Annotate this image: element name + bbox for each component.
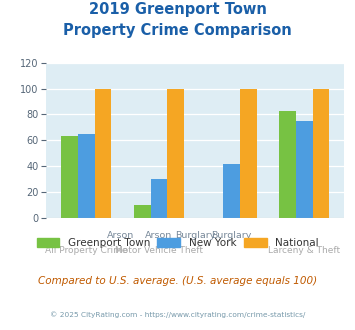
Legend: Greenport Town, New York, National: Greenport Town, New York, National [37,238,318,248]
Bar [151,179,167,218]
Bar [223,163,240,218]
Text: Arson: Arson [107,231,134,240]
Bar [134,205,151,218]
Text: All Property Crime: All Property Crime [45,246,127,255]
Text: 2019 Greenport Town: 2019 Greenport Town [88,2,267,16]
Text: Property Crime Comparison: Property Crime Comparison [63,23,292,38]
Text: Compared to U.S. average. (U.S. average equals 100): Compared to U.S. average. (U.S. average … [38,276,317,285]
Bar [240,88,257,218]
Bar [94,88,111,218]
Bar [78,134,94,218]
Bar [279,111,296,218]
Text: Larceny & Theft: Larceny & Theft [268,246,340,255]
Bar [167,88,184,218]
Text: Burglary: Burglary [212,231,252,240]
Bar [313,88,329,218]
Bar [61,136,78,218]
Text: Burglary: Burglary [175,231,215,240]
Text: Arson: Arson [145,231,173,240]
Text: © 2025 CityRating.com - https://www.cityrating.com/crime-statistics/: © 2025 CityRating.com - https://www.city… [50,312,305,318]
Text: Motor Vehicle Theft: Motor Vehicle Theft [115,246,203,255]
Bar [296,121,313,218]
